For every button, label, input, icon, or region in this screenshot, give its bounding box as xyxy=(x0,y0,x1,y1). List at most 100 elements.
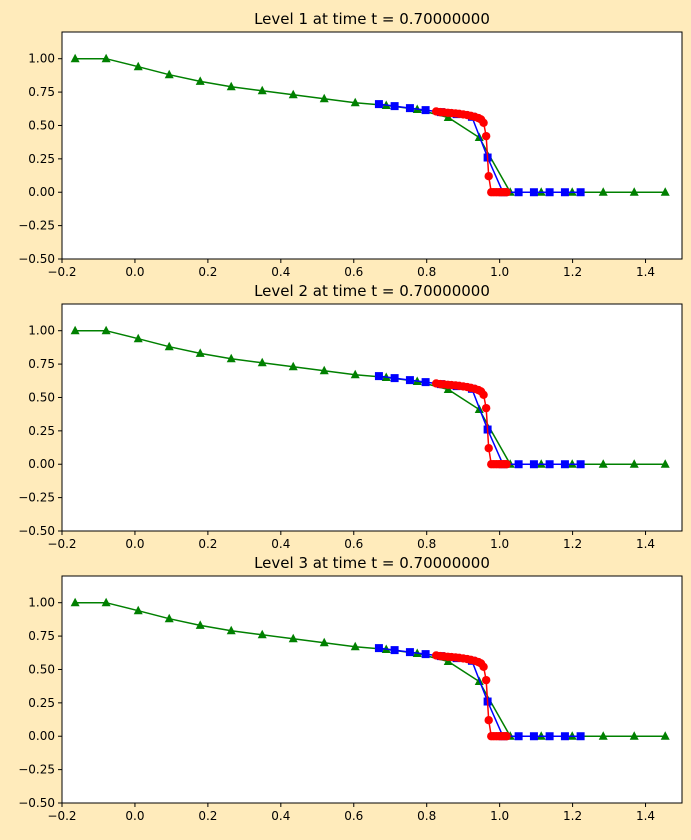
data-point-square xyxy=(545,460,554,469)
y-tick-label: 1.00 xyxy=(28,52,55,66)
data-point-triangle xyxy=(70,597,80,607)
x-tick-label: 1.2 xyxy=(563,537,582,551)
y-tick-label: −0.50 xyxy=(18,796,55,810)
data-point-square xyxy=(421,650,430,659)
x-tick-label: 0.2 xyxy=(198,537,217,551)
data-point-triangle xyxy=(319,637,329,647)
y-tick-label: 0.00 xyxy=(28,457,55,471)
data-point-square xyxy=(529,732,538,741)
data-point-square xyxy=(514,460,523,469)
data-point-square xyxy=(560,460,569,469)
data-point-triangle xyxy=(288,361,298,371)
data-point-triangle xyxy=(629,459,639,468)
data-point-triangle xyxy=(319,93,329,103)
data-point-square xyxy=(405,104,414,113)
data-point-square xyxy=(421,378,430,387)
red-circle-series xyxy=(431,107,511,197)
data-point-triangle xyxy=(164,69,174,79)
x-tick-label: 0.2 xyxy=(198,809,217,823)
level-1-chart: Level 1 at time t = 0.70000000 −0.2 0.0 0.2… xyxy=(18,10,683,279)
y-tick-label: 0.25 xyxy=(28,424,55,438)
data-point-triangle xyxy=(660,187,670,196)
level-3-chart: Level 3 at time t = 0.70000000 −0.2 0.0 0.2… xyxy=(18,554,683,823)
axes-frame xyxy=(61,31,683,260)
x-tick-label: −0.2 xyxy=(47,537,76,551)
data-point-square xyxy=(514,732,523,741)
data-point-triangle xyxy=(257,629,267,639)
y-tick-label: 1.00 xyxy=(28,596,55,610)
y-tick-label: 1.00 xyxy=(28,324,55,338)
x-tick-label: 1.4 xyxy=(636,809,655,823)
data-point-triangle xyxy=(164,341,174,351)
y-tick-label: 0.75 xyxy=(28,85,55,99)
axes-frame xyxy=(61,575,683,804)
y-tick-label: 0.75 xyxy=(28,629,55,643)
x-tick-label: 1.0 xyxy=(490,265,509,279)
data-point-triangle xyxy=(257,357,267,367)
y-tick-label: 0.25 xyxy=(28,696,55,710)
data-point-circle xyxy=(481,403,491,413)
data-point-triangle xyxy=(101,597,111,607)
data-point-triangle xyxy=(288,633,298,643)
data-point-circle xyxy=(481,131,491,141)
data-point-triangle xyxy=(226,625,236,635)
y-tick-label: −0.25 xyxy=(18,219,55,233)
axes-frame xyxy=(61,303,683,532)
level-2-chart: Level 2 at time t = 0.70000000 −0.2 0.0 0.2… xyxy=(18,282,683,551)
data-point-triangle xyxy=(350,641,360,651)
data-point-square xyxy=(405,376,414,385)
data-point-triangle xyxy=(101,325,111,335)
y-tick-label: 0.75 xyxy=(28,357,55,371)
y-tick-label: 0.25 xyxy=(28,152,55,166)
data-point-square xyxy=(576,188,585,197)
plot-area xyxy=(62,304,682,531)
x-tick-label: 0.4 xyxy=(271,265,290,279)
x-tick-label: −0.2 xyxy=(47,265,76,279)
data-point-square xyxy=(576,460,585,469)
x-tick-label: 1.2 xyxy=(563,265,582,279)
plot-area xyxy=(62,32,682,259)
data-point-square xyxy=(514,188,523,197)
data-point-square xyxy=(405,648,414,657)
data-point-square xyxy=(374,644,383,653)
data-point-triangle xyxy=(164,613,174,623)
chart-title: Level 1 at time t = 0.70000000 xyxy=(254,10,490,28)
y-tick-label: 0.50 xyxy=(28,662,55,676)
x-tick-label: 1.4 xyxy=(636,537,655,551)
x-tick-label: −0.2 xyxy=(47,809,76,823)
y-tick-label: −0.50 xyxy=(18,524,55,538)
x-tick-label: 1.2 xyxy=(563,809,582,823)
data-point-triangle xyxy=(598,731,608,740)
y-tick-label: −0.25 xyxy=(18,763,55,777)
y-tick-label: 0.50 xyxy=(28,390,55,404)
y-tick-label: 0.00 xyxy=(28,729,55,743)
data-point-triangle xyxy=(319,365,329,375)
y-tick-label: 0.00 xyxy=(28,185,55,199)
y-tick-label: 0.50 xyxy=(28,118,55,132)
data-point-square xyxy=(560,188,569,197)
x-tick-label: 0.8 xyxy=(417,537,436,551)
x-tick-label: 0.6 xyxy=(344,265,363,279)
chart-title: Level 2 at time t = 0.70000000 xyxy=(254,282,490,300)
plot-area xyxy=(62,576,682,803)
data-point-triangle xyxy=(226,353,236,363)
x-tick-label: 0.0 xyxy=(125,809,144,823)
x-tick-label: 1.4 xyxy=(636,265,655,279)
data-point-triangle xyxy=(133,605,143,615)
data-point-triangle xyxy=(195,348,205,357)
data-point-square xyxy=(529,460,538,469)
x-tick-label: 0.0 xyxy=(125,265,144,279)
data-point-square xyxy=(421,106,430,115)
y-tick-label: −0.25 xyxy=(18,491,55,505)
data-point-circle xyxy=(502,188,511,197)
data-point-square xyxy=(390,102,399,111)
data-point-triangle xyxy=(629,187,639,196)
x-tick-label: 0.6 xyxy=(344,809,363,823)
data-point-square xyxy=(374,100,383,109)
data-point-square xyxy=(545,732,554,741)
data-point-circle xyxy=(479,390,488,399)
x-tick-label: 0.6 xyxy=(344,537,363,551)
data-point-triangle xyxy=(133,61,143,71)
data-point-circle xyxy=(479,118,488,128)
